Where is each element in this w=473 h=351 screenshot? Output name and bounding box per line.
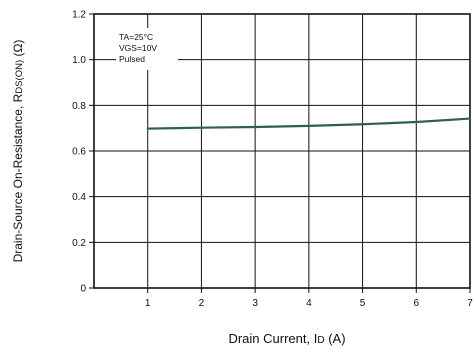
- y-tick-label: 0.2: [72, 238, 86, 249]
- y-tick-label: 1.0: [72, 55, 86, 66]
- x-axis-label-main: Drain Current, I: [228, 331, 317, 346]
- series-line-0: [146, 117, 472, 130]
- series-layer: [146, 117, 472, 130]
- x-tick-label: 2: [199, 298, 205, 309]
- y-axis-label: Drain-Source On-Resistance, RDS(ON) (Ω): [11, 40, 25, 263]
- y-axis-label-sub: DS(ON): [14, 60, 25, 94]
- annotation-line-2: VGS=10V: [119, 43, 157, 53]
- x-tick-label: 3: [252, 298, 258, 309]
- annotation-line-1: TA=25°C: [119, 32, 153, 42]
- y-tick-labels: 0 0.2 0.4 0.6 0.8 1.0 1.2: [72, 10, 94, 295]
- annotation-line-3: Pulsed: [119, 54, 145, 64]
- x-tick-label: 6: [414, 298, 420, 309]
- x-axis-label-sub: D: [317, 335, 324, 346]
- x-tick-label: 7: [467, 298, 473, 309]
- y-tick-label: 1.2: [72, 10, 86, 21]
- y-tick-label: 0.4: [72, 192, 86, 203]
- x-tick-label: 5: [360, 298, 366, 309]
- x-tick-label: 4: [306, 298, 312, 309]
- x-tick-labels: 1 2 3 4 5 6 7: [145, 288, 473, 309]
- y-axis-label-main: Drain-Source On-Resistance, R: [11, 93, 25, 262]
- x-tick-label: 1: [145, 298, 151, 309]
- y-axis-label-unit: (Ω): [11, 40, 25, 60]
- y-tick-label: 0.8: [72, 101, 86, 112]
- annotation-box: TA=25°C VGS=10V Pulsed: [116, 28, 178, 70]
- y-tick-label: 0.6: [72, 147, 86, 158]
- y-tick-label: 0: [80, 284, 86, 295]
- x-axis-label-unit: (A): [325, 331, 346, 346]
- x-axis-label: Drain Current, ID (A): [228, 331, 345, 346]
